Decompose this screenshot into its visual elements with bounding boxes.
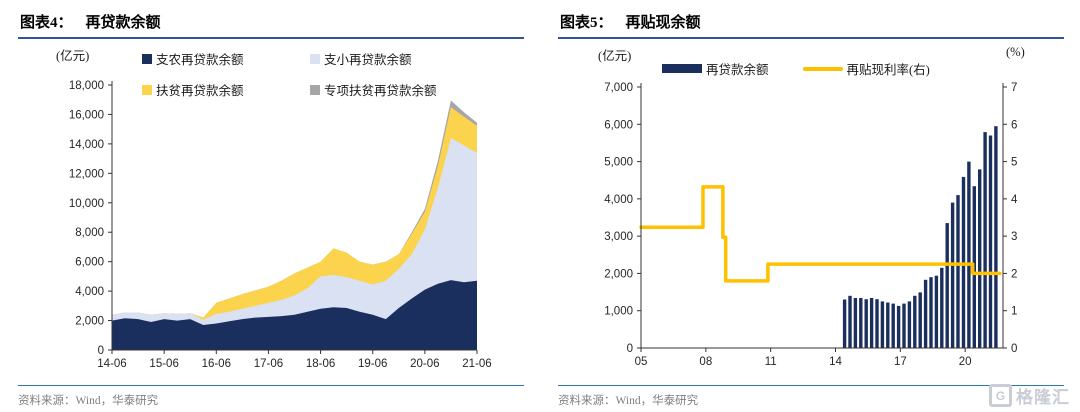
axes: 0 1,000 2,000 3,000 4,000 5,000 6,000 7,000 0 1 2 3… — [604, 82, 1018, 368]
svg-text:6,000: 6,000 — [75, 257, 104, 269]
legend-swatch-icon — [142, 84, 152, 95]
stacked-areas — [112, 100, 477, 350]
svg-text:15-06: 15-06 — [149, 358, 178, 370]
figure4-chart: (亿元) 支农再贷款余额 支小再贷款余额扶贫再贷款余额 专项扶贫再贷款余额 0 2,0… — [18, 39, 524, 385]
svg-text:14,000: 14,000 — [69, 139, 104, 151]
svg-text:19-06: 19-06 — [358, 358, 387, 370]
figure5-source: 资料来源：Wind，华泰研究 — [558, 385, 1064, 408]
figure4-legend: 支农再贷款余额 支小再贷款余额扶贫再贷款余额 专项扶贫再贷款余额 — [142, 49, 437, 99]
svg-text:16-06: 16-06 — [202, 358, 231, 370]
figure5-title-prefix: 图表5： — [560, 15, 613, 31]
legend-item-1: 支小再贷款余额 — [310, 49, 437, 68]
gelonghui-logo-icon: G — [989, 384, 1012, 407]
svg-text:18,000: 18,000 — [69, 80, 104, 92]
figure5-plot-area: 0 1,000 2,000 3,000 4,000 5,000 6,000 7,000 0 1 2 3… — [604, 82, 1018, 368]
legend-label: 专项扶贫再贷款余额 — [324, 84, 437, 98]
svg-text:05: 05 — [635, 356, 648, 368]
legend-label: 再贴现利率(右) — [846, 63, 930, 77]
svg-text:4: 4 — [1011, 194, 1018, 206]
svg-text:1,000: 1,000 — [604, 306, 633, 318]
svg-text:08: 08 — [699, 356, 712, 368]
rediscount-balance-bars — [842, 126, 998, 348]
legend-item-bars: 再贷款余额 — [662, 59, 769, 78]
svg-text:2,000: 2,000 — [75, 316, 104, 328]
svg-text:0: 0 — [627, 343, 633, 355]
figure5-panel: 图表5： 再贴现余额 (亿元) (%) 再贷款余额 再贴现利率(右) 0 1,000 2… — [558, 12, 1064, 412]
svg-text:5,000: 5,000 — [604, 157, 633, 169]
svg-text:16,000: 16,000 — [69, 109, 104, 121]
figure5-chart: (亿元) (%) 再贷款余额 再贴现利率(右) 0 1,000 2,000 3,000 4… — [558, 39, 1064, 385]
legend-item-3: 专项扶贫再贷款余额 — [310, 80, 437, 99]
svg-text:5: 5 — [1011, 157, 1017, 169]
svg-text:6,000: 6,000 — [604, 119, 633, 131]
figure5-right-unit-label: (%) — [1006, 45, 1025, 59]
svg-text:12,000: 12,000 — [69, 168, 104, 180]
area-series-1 — [112, 138, 477, 350]
figure4-title: 图表4： 再贷款余额 — [18, 12, 524, 39]
svg-text:0: 0 — [1011, 343, 1017, 355]
svg-text:7,000: 7,000 — [604, 82, 633, 94]
svg-text:1: 1 — [1011, 306, 1017, 318]
rediscount-rate-line — [639, 185, 1002, 283]
legend-swatch-icon — [310, 84, 320, 95]
figure4-y-unit-label: (亿元) — [56, 49, 90, 63]
figure4-title-prefix: 图表4： — [20, 15, 73, 31]
gelonghui-logo-text: 格隆汇 — [1016, 388, 1070, 407]
svg-text:17-06: 17-06 — [254, 358, 283, 370]
figure5-legend: 再贷款余额 再贴现利率(右) — [662, 59, 930, 78]
legend-swatch-icon — [802, 66, 843, 71]
svg-text:7: 7 — [1011, 82, 1017, 94]
figure5-title: 图表5： 再贴现余额 — [558, 12, 1064, 39]
svg-text:4,000: 4,000 — [604, 194, 633, 206]
figure4-panel: 图表4： 再贷款余额 (亿元) 支农再贷款余额 支小再贷款余额扶贫再贷款余额 专项扶贫… — [18, 12, 524, 412]
legend-item-0: 支农再贷款余额 — [142, 49, 310, 68]
legend-swatch-icon — [662, 64, 702, 73]
svg-text:6: 6 — [1011, 119, 1017, 131]
svg-text:8,000: 8,000 — [75, 227, 104, 239]
legend-label: 支农再贷款余额 — [156, 53, 244, 67]
svg-text:3,000: 3,000 — [604, 231, 633, 243]
legend-item-rate-line: 再贴现利率(右) — [802, 59, 930, 78]
legend-swatch-icon — [310, 53, 320, 64]
svg-text:18-06: 18-06 — [306, 358, 335, 370]
figure5-left-unit-label: (亿元) — [598, 49, 632, 63]
figure5-title-text: 再贴现余额 — [625, 15, 701, 31]
svg-text:10,000: 10,000 — [69, 198, 104, 210]
svg-text:2,000: 2,000 — [604, 268, 633, 280]
gelonghui-watermark: G 格隆汇 — [989, 383, 1070, 408]
figure4-source: 资料来源：Wind，华泰研究 — [18, 385, 524, 408]
svg-text:11: 11 — [765, 356, 777, 368]
axes: 0 2,000 4,000 6,000 8,000 10,000 12,000 14,000 1… — [69, 80, 492, 370]
svg-text:17: 17 — [894, 356, 907, 368]
svg-text:2: 2 — [1011, 268, 1017, 280]
svg-text:20-06: 20-06 — [410, 358, 439, 370]
svg-text:3: 3 — [1011, 231, 1017, 243]
svg-text:14: 14 — [829, 356, 842, 368]
figure4-title-text: 再贷款余额 — [85, 15, 161, 31]
legend-item-2: 扶贫再贷款余额 — [142, 80, 310, 99]
figure4-plot-area: 0 2,000 4,000 6,000 8,000 10,000 12,000 14,000 1… — [69, 80, 492, 370]
svg-text:20: 20 — [959, 356, 972, 368]
area-series-0 — [112, 280, 477, 350]
legend-swatch-icon — [142, 53, 152, 64]
svg-text:14-06: 14-06 — [97, 358, 126, 370]
svg-text:21-06: 21-06 — [462, 358, 491, 370]
svg-text:0: 0 — [98, 345, 104, 357]
svg-text:4,000: 4,000 — [75, 286, 104, 298]
legend-label: 再贷款余额 — [706, 63, 769, 77]
legend-label: 扶贫再贷款余额 — [156, 84, 244, 98]
legend-label: 支小再贷款余额 — [324, 53, 412, 67]
